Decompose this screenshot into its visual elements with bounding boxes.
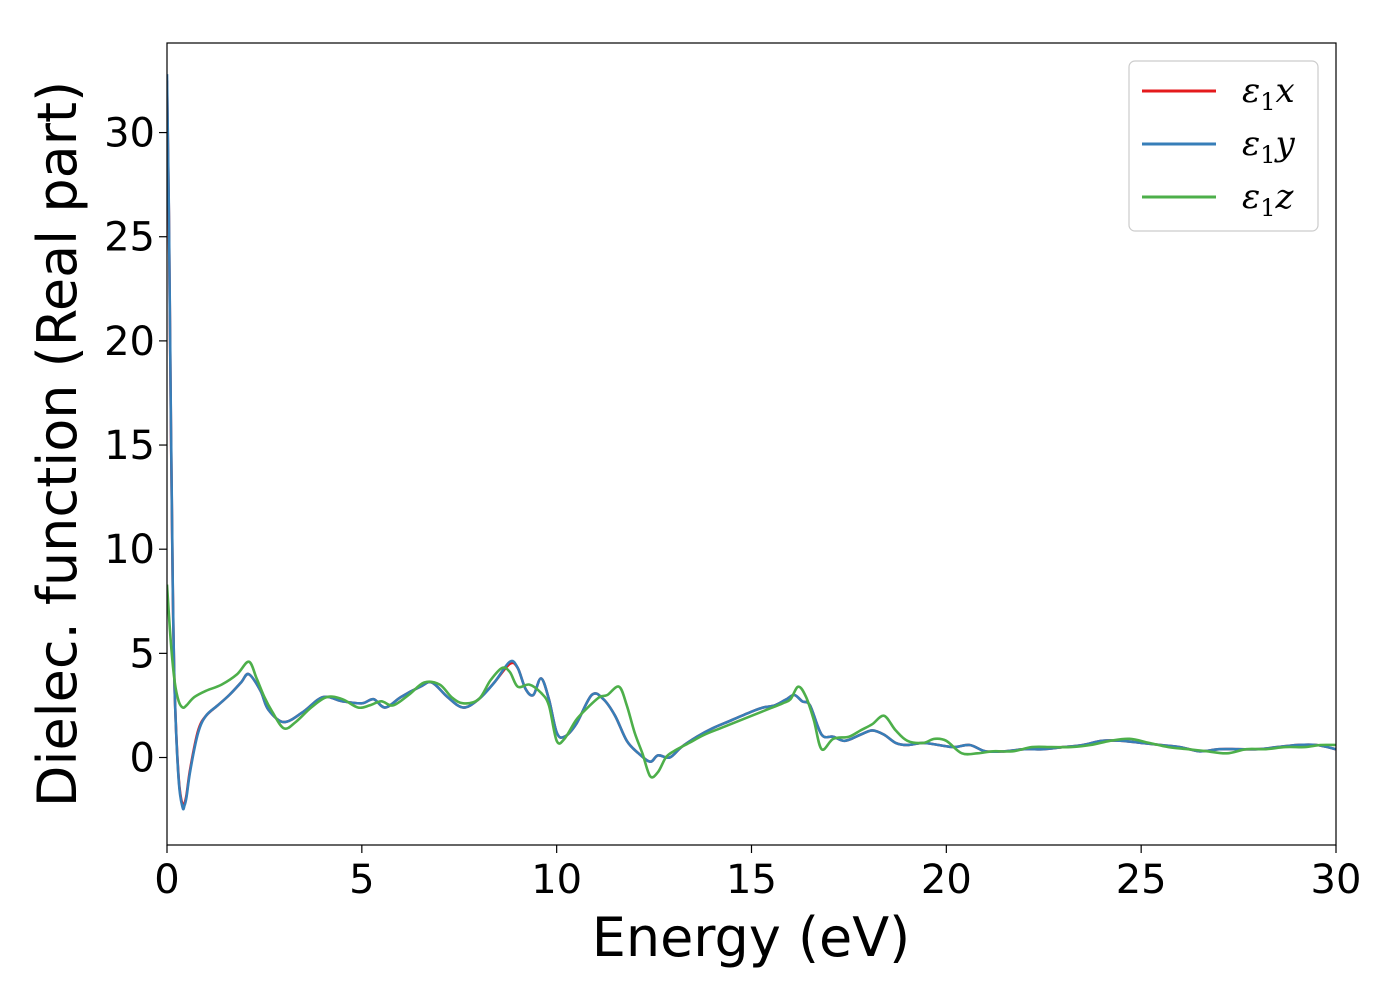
x-tick-label: 30: [1311, 857, 1362, 903]
x-tick-label: 5: [349, 857, 374, 903]
y-tick-label: 15: [104, 423, 155, 469]
y-axis-ticks: 0 5 10 15 20 25 30: [104, 111, 167, 782]
x-axis-ticks: 0 5 10 15 20 25 30: [154, 845, 1361, 903]
legend: ε1x ε1y ε1z: [1128, 60, 1319, 232]
series-line-y: [167, 74, 1336, 811]
y-tick-label: 5: [130, 631, 155, 677]
series-layer: [167, 74, 1336, 811]
y-tick-label: 20: [104, 319, 155, 365]
series-line-z: [167, 584, 1336, 779]
x-tick-label: 10: [531, 857, 582, 903]
legend-box: [1128, 60, 1319, 232]
x-tick-label: 25: [1116, 857, 1167, 903]
legend-label-x: ε1x: [1242, 71, 1295, 116]
y-tick-label: 30: [104, 111, 155, 157]
x-tick-label: 0: [154, 857, 179, 903]
legend-label-z: ε1z: [1242, 177, 1295, 222]
legend-label-y: ε1y: [1242, 124, 1296, 169]
y-tick-label: 0: [130, 736, 155, 782]
y-tick-label: 10: [104, 527, 155, 573]
x-tick-label: 15: [726, 857, 777, 903]
x-tick-label: 20: [921, 857, 972, 903]
x-axis-title: Energy (eV): [592, 906, 911, 969]
y-tick-label: 25: [104, 215, 155, 261]
y-axis-title: Dielec. function (Real part): [26, 81, 89, 807]
